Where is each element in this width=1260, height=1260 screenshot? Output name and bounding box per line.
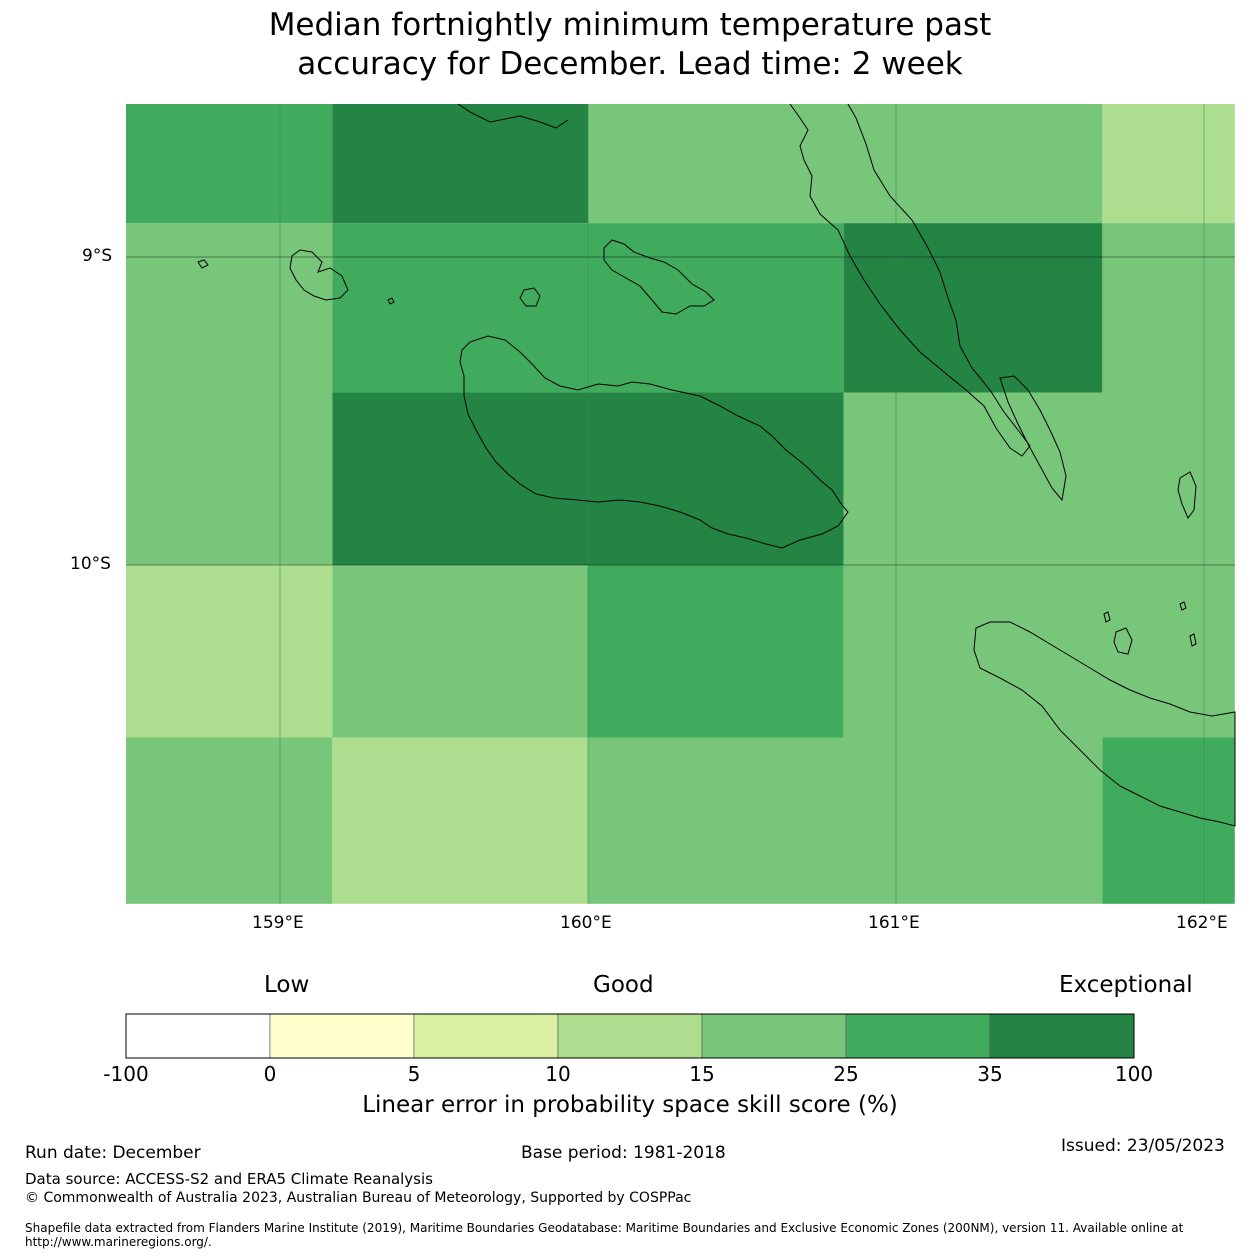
colorbar — [125, 1013, 1135, 1059]
grid-cell — [588, 565, 844, 738]
grid-cell — [126, 104, 333, 224]
colorbar-segment — [557, 1013, 703, 1059]
graticule — [279, 104, 1205, 904]
colorbar-frame — [125, 1013, 1135, 1059]
ulawa-island — [1113, 627, 1133, 655]
makira-coastline — [973, 621, 1236, 827]
small-islet-east-3 — [1189, 633, 1197, 647]
lon-label-159e: 159°E — [252, 913, 304, 933]
malaita-coastline — [999, 375, 1067, 502]
grid-cell — [332, 104, 588, 224]
colorbar-tick-label: 5 — [407, 1062, 421, 1086]
colorbar-segment — [845, 1013, 991, 1059]
small-islet-east-1 — [1103, 611, 1111, 623]
grid-cell — [843, 565, 1235, 738]
savo-island-coastline — [519, 287, 541, 307]
lon-label-161e: 161°E — [868, 913, 920, 933]
colorbar-segment — [413, 1013, 559, 1059]
title-line-2: accuracy for December. Lead time: 2 week — [297, 46, 963, 82]
colorbar-tick-label: 15 — [689, 1062, 715, 1086]
colorbar-heading-exceptional: Exceptional — [1059, 972, 1193, 998]
santa-isabel-northern-spur — [457, 103, 569, 129]
parallels — [126, 256, 1235, 566]
santa-isabel-coastline — [789, 103, 1031, 457]
grid-cell — [1102, 223, 1235, 393]
base-period: Base period: 1981-2018 — [521, 1143, 726, 1163]
copyright: © Commonwealth of Australia 2023, Austra… — [25, 1190, 692, 1206]
grid-cell — [588, 737, 1103, 904]
lat-label-9s: 9°S — [82, 246, 113, 266]
grid-cell — [843, 223, 1103, 393]
grid-cell — [588, 104, 1103, 224]
russell-islands-coastline — [289, 249, 349, 301]
data-source: Data source: ACCESS-S2 and ERA5 Climate … — [25, 1170, 433, 1188]
small-islet-west — [197, 259, 209, 269]
grid-cells — [126, 104, 1235, 904]
grid-cell — [843, 392, 1235, 565]
colorbar-tick-label: -100 — [103, 1062, 149, 1086]
colorbar-segment — [701, 1013, 847, 1059]
colorbar-tick-label: 100 — [1114, 1062, 1154, 1086]
grid-cell — [1102, 104, 1235, 224]
grid-cell — [126, 565, 333, 738]
colorbar-segment — [989, 1013, 1135, 1059]
title-line-1: Median fortnightly minimum temperature p… — [268, 7, 992, 43]
colorbar-tick-label: 10 — [545, 1062, 571, 1086]
grid-cell — [332, 737, 588, 904]
colorbar-tick-label: 25 — [833, 1062, 859, 1086]
lon-label-162e: 162°E — [1176, 913, 1228, 933]
small-islet-east-2 — [1179, 601, 1187, 611]
lat-label-10s: 10°S — [70, 554, 111, 574]
colorbar-heading-low: Low — [264, 972, 310, 998]
small-islet-russell — [387, 297, 395, 305]
florida-islands-coastline — [603, 239, 715, 315]
colorbar-label: Linear error in probability space skill … — [362, 1092, 898, 1118]
run-date: Run date: December — [25, 1143, 201, 1163]
guadalcanal-coastline — [459, 335, 849, 549]
coastlines — [197, 103, 1236, 827]
chart-title: Median fortnightly minimum temperature p… — [0, 6, 1260, 84]
lon-label-160e: 160°E — [560, 913, 612, 933]
colorbar-heading-good: Good — [593, 972, 654, 998]
small-malaita-island — [1177, 471, 1197, 519]
colorbar-tick-label: 35 — [977, 1062, 1003, 1086]
grid-cell — [126, 737, 333, 904]
grid-cell — [332, 565, 588, 738]
shapefile-credit: Shapefile data extracted from Flanders M… — [25, 1221, 1184, 1249]
colorbar-segment — [269, 1013, 415, 1059]
grid-cell — [126, 223, 333, 565]
colorbar-tick-label: 0 — [263, 1062, 277, 1086]
issued-date: Issued: 23/05/2023 — [1061, 1136, 1225, 1156]
colorbar-segment — [125, 1013, 271, 1059]
